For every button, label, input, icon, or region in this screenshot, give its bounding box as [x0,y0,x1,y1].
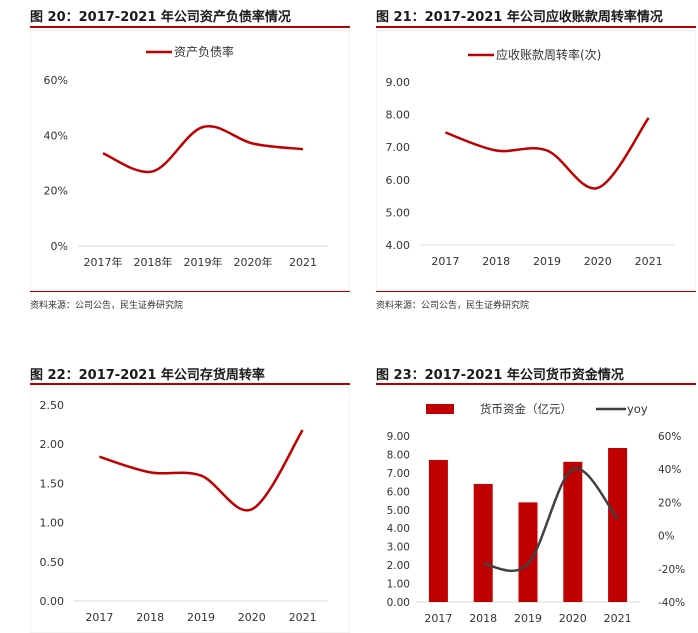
asset-liability-ratio-chart: 0% 20% 40% 60% 2017年 2018年 2019年 2020年 2021 资产负债率 [30,30,350,290]
x-tick-label: 2019 [533,255,561,268]
source-note-1: 资料来源：公司公告，民生证券研究院 [30,301,184,311]
title-rule-3 [30,383,350,385]
x-tick-label: 2019 [514,612,542,625]
x-tick-label: 2021 [635,255,663,268]
x-tick-label: 2018 [469,612,497,625]
x-tick-label: 2017年 [84,255,123,269]
y-tick-label: 9.00 [386,76,411,89]
series-line [99,429,304,512]
x-tick-label: 2017 [85,611,113,624]
bar-cash-2021 [608,447,628,602]
y-tick-label: 1.50 [40,477,65,490]
title-rule-1 [30,26,350,28]
y2-tick-label: 40% [658,464,681,476]
x-tick-label: 2020年 [234,255,273,269]
inventory-turnover-chart: 0.00 0.50 1.00 1.50 2.00 2.50 2017 2018 2019 2020… [30,387,350,633]
y-tick-label: 2.50 [40,399,65,412]
y-tick-label: 4.00 [387,523,410,535]
y-tick-label: 0% [51,240,68,253]
y2-tick-label: 0% [658,531,675,543]
x-tick-label: 2018年 [134,255,173,269]
y-tick-label: 5.00 [386,206,411,219]
chart-title-1: 图 20：2017-2021 年公司资产负债率情况 [30,10,291,25]
y-tick-label: 40% [44,129,68,142]
y-tick-label: 20% [44,185,68,198]
y2-tick-label: 20% [658,497,681,509]
chart-title-2: 图 21：2017-2021 年公司应收账款周转率情况 [376,10,663,25]
cash-balance-chart: 0.00 1.00 2.00 3.00 4.00 5.00 6.00 7.00 8.00 9.00… [387,402,686,625]
bar-cash-2019 [518,502,538,602]
legend-label-bar: 货币资金（亿元） [480,402,572,416]
y2-tick-label: -40% [658,597,685,609]
y2-tick-label: 60% [658,431,681,443]
yoy-line [482,467,619,572]
bar-cash-2020 [563,461,583,602]
chart-title-4: 图 23：2017-2021 年公司货币资金情况 [376,368,624,383]
plot-frame [376,30,696,290]
x-tick-label: 2018 [482,255,510,268]
y-tick-label: 1.00 [40,517,65,530]
chart-panel-4: 图 23：2017-2021 年公司货币资金情况 0.00 1.00 2.00 3.0… [376,360,696,633]
y-tick-label: 0.50 [40,556,65,569]
plot-frame [30,387,350,633]
y-tick-label: 6.00 [387,486,410,498]
bar-cash-2017 [428,459,448,602]
chart-panel-2: 图 21：2017-2021 年公司应收账款周转率情况 4.00 5.00 6.00… [376,0,696,320]
y-tick-label: 2.00 [40,438,65,451]
y-tick-label: 3.00 [387,542,410,554]
y-tick-label: 0.00 [40,595,65,608]
receivable-turnover-chart: 4.00 5.00 6.00 7.00 8.00 9.00 2017 2018 2019 2020… [376,30,696,290]
x-tick-label: 2017 [424,612,452,625]
x-tick-label: 2021 [289,256,317,269]
x-tick-label: 2021 [289,611,317,624]
x-tick-label: 2019年 [184,255,223,269]
legend-label: 资产负债率 [174,44,234,59]
y-tick-label: 5.00 [387,505,410,517]
source-rule-2 [376,291,696,292]
y-tick-label: 7.00 [387,468,410,480]
y-tick-label: 6.00 [386,174,411,187]
y-tick-label: 8.00 [386,109,411,122]
y2-tick-label: -20% [658,564,685,576]
y-tick-label: 7.00 [386,141,411,154]
x-tick-label: 2020 [559,612,587,625]
source-note-2: 资料来源：公司公告，民生证券研究院 [376,301,530,311]
source-rule-1 [30,291,350,292]
y-tick-label: 4.00 [386,239,411,252]
x-tick-label: 2020 [584,255,612,268]
x-tick-label: 2021 [604,612,632,625]
y-tick-label: 60% [44,74,68,87]
legend-swatch-bar [426,404,454,414]
x-tick-label: 2020 [238,611,266,624]
chart-panel-3: 图 22：2017-2021 年公司存货周转率 0.00 0.50 1.00 1.50… [30,360,350,633]
x-tick-label: 2018 [136,611,164,624]
bar-cash-2018 [473,483,493,602]
plot-frame [30,30,350,290]
legend-label: 应收账款周转率(次) [496,47,601,62]
y-tick-label: 0.00 [387,597,410,609]
x-tick-label: 2017 [431,255,459,268]
title-rule-2 [376,26,696,28]
legend-label-line: yoy [627,402,648,416]
chart-title-3: 图 22：2017-2021 年公司存货周转率 [30,368,265,383]
chart-panel-1: 图 20：2017-2021 年公司资产负债率情况 0% 20% 40% 60% 201… [30,0,350,320]
y-tick-label: 8.00 [387,449,410,461]
series-line [444,117,650,190]
y-tick-label: 2.00 [387,560,410,572]
y-tick-label: 9.00 [387,431,410,443]
x-tick-label: 2019 [187,611,215,624]
title-rule-4 [376,383,696,385]
series-line [102,124,304,174]
y-tick-label: 1.00 [387,579,410,591]
